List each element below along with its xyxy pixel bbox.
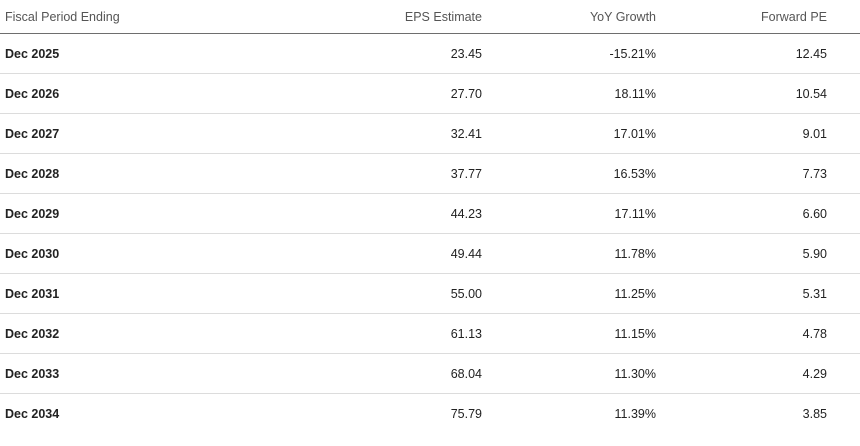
eps-estimate-cell: 49.44 <box>450 246 482 261</box>
eps-estimate-cell: 27.70 <box>450 86 482 101</box>
yoy-growth-cell: 11.30% <box>614 366 656 381</box>
eps-estimate-cell: 44.23 <box>450 206 482 221</box>
eps-estimate-cell: 68.04 <box>450 366 482 381</box>
header-eps-estimate[interactable]: EPS Estimate <box>404 9 482 24</box>
yoy-growth-cell: 16.53% <box>613 166 656 181</box>
header-forward-pe[interactable]: Forward PE <box>761 9 827 24</box>
forward-pe-cell: 10.54 <box>795 86 827 101</box>
forward-pe-cell: 9.01 <box>802 126 827 141</box>
forward-pe-cell: 5.31 <box>802 286 827 301</box>
forward-pe-cell: 6.60 <box>802 206 827 221</box>
table-row: Dec 2027 32.41 17.01% 9.01 <box>0 114 860 154</box>
table-row: Dec 2031 55.00 11.25% 5.31 <box>0 274 860 314</box>
yoy-growth-cell: 17.01% <box>613 126 656 141</box>
table-row: Dec 2030 49.44 11.78% 5.90 <box>0 234 860 274</box>
fiscal-period-cell: Dec 2029 <box>5 206 60 221</box>
table-row: Dec 2026 27.70 18.11% 10.54 <box>0 74 860 114</box>
forward-pe-cell: 5.90 <box>802 246 827 261</box>
forward-pe-cell: 7.73 <box>802 166 827 181</box>
eps-estimate-cell: 61.13 <box>450 326 482 341</box>
yoy-growth-cell: 11.15% <box>614 326 656 341</box>
yoy-growth-cell: 11.78% <box>614 246 656 261</box>
eps-estimate-cell: 37.77 <box>450 166 482 181</box>
fiscal-period-cell: Dec 2034 <box>5 407 60 421</box>
yoy-growth-cell: 17.11% <box>614 206 656 221</box>
header-yoy-growth[interactable]: YoY Growth <box>589 9 656 24</box>
eps-estimate-cell: 32.41 <box>450 126 482 141</box>
fiscal-period-cell: Dec 2028 <box>5 166 60 181</box>
table-row: Dec 2028 37.77 16.53% 7.73 <box>0 154 860 194</box>
header-fiscal-period[interactable]: Fiscal Period Ending <box>5 9 120 24</box>
forward-pe-cell: 4.29 <box>802 366 827 381</box>
fiscal-period-cell: Dec 2027 <box>5 126 60 141</box>
fiscal-period-cell: Dec 2030 <box>5 246 60 261</box>
yoy-growth-cell: 11.25% <box>614 286 656 301</box>
fiscal-period-cell: Dec 2026 <box>5 86 60 101</box>
table-row: Dec 2032 61.13 11.15% 4.78 <box>0 314 860 354</box>
eps-estimate-cell: 55.00 <box>450 286 482 301</box>
eps-estimate-cell: 75.79 <box>450 407 482 421</box>
fiscal-period-cell: Dec 2033 <box>5 366 60 381</box>
forward-pe-cell: 4.78 <box>802 326 827 341</box>
eps-estimate-cell: 23.45 <box>450 46 482 61</box>
table-row: Dec 2025 23.45 -15.21% 12.45 <box>0 34 860 74</box>
fiscal-period-cell: Dec 2031 <box>5 286 60 301</box>
table-row: Dec 2033 68.04 11.30% 4.29 <box>0 354 860 394</box>
eps-estimates-table: Fiscal Period Ending EPS Estimate YoY Gr… <box>0 0 860 434</box>
yoy-growth-cell: 11.39% <box>614 407 656 421</box>
forward-pe-cell: 12.45 <box>795 46 827 61</box>
yoy-growth-cell: 18.11% <box>614 86 656 101</box>
table-row: Dec 2034 75.79 11.39% 3.85 <box>0 394 860 434</box>
fiscal-period-cell: Dec 2025 <box>5 46 60 61</box>
fiscal-period-cell: Dec 2032 <box>5 326 60 341</box>
table-header-row: Fiscal Period Ending EPS Estimate YoY Gr… <box>0 0 860 34</box>
yoy-growth-cell: -15.21% <box>609 46 656 61</box>
table-row: Dec 2029 44.23 17.11% 6.60 <box>0 194 860 234</box>
forward-pe-cell: 3.85 <box>802 407 827 421</box>
